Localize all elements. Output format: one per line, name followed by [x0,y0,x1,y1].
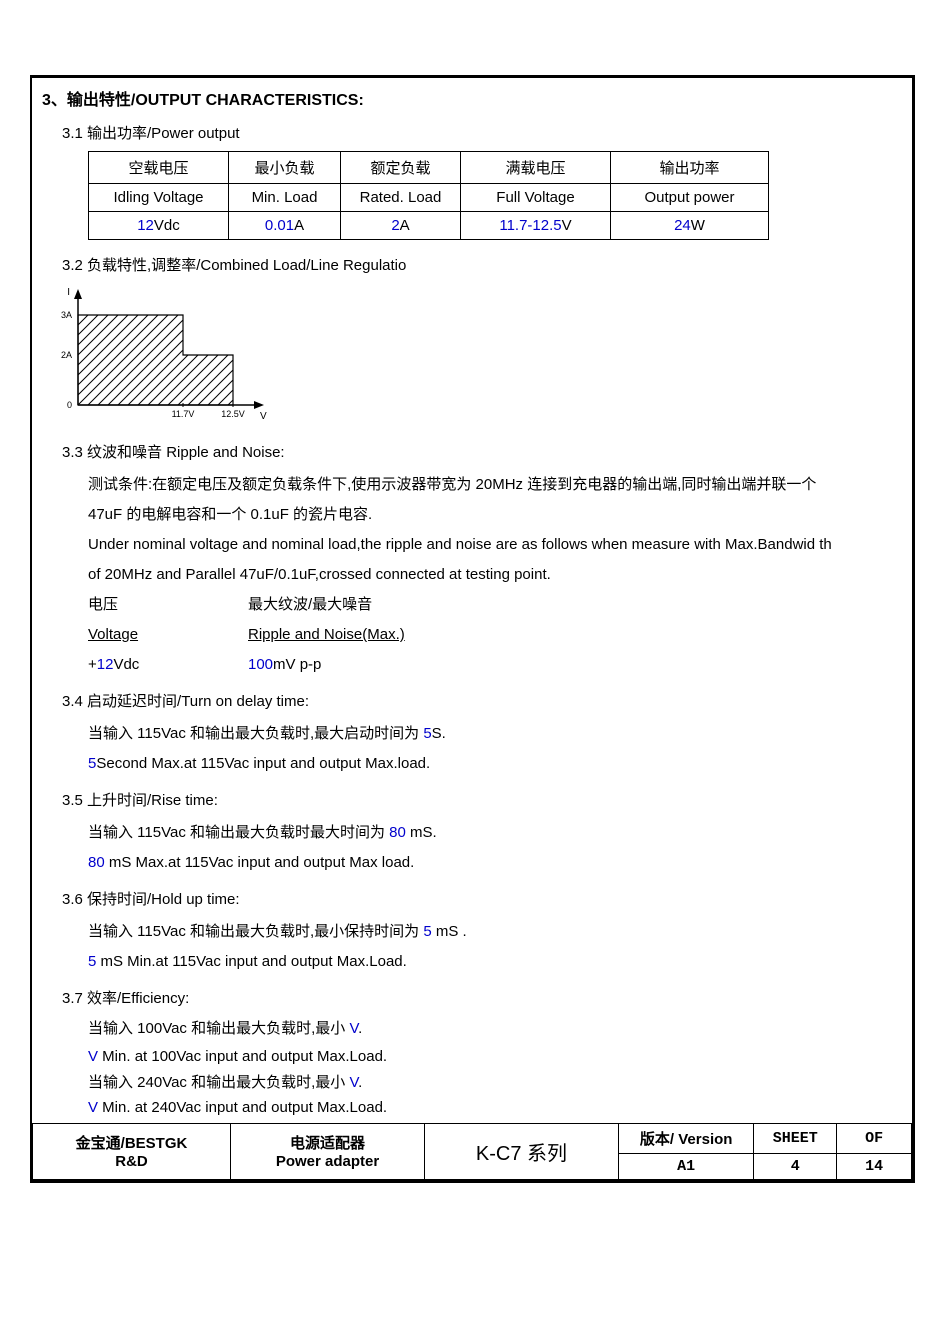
x-tick: 12.5V [221,409,245,419]
value: 0.01 [265,217,294,234]
load-regulation-chart: I V 0 2A 3A 11.7V 12.5V [32,279,912,435]
text-line: 当输入 115Vac 和输出最大负载时,最大启动时间为 5S. [88,719,882,749]
table-header: Full Voltage [461,184,611,212]
text-line: 5Second Max.at 115Vac input and output M… [88,749,882,779]
value: 2 [391,217,399,234]
value: V [349,1074,358,1091]
section-3-7-heading: 3.7 效率/Efficiency: [32,981,912,1012]
chart-svg: I V 0 2A 3A 11.7V 12.5V [48,285,268,425]
y-tick: 2A [61,350,72,360]
footer-of-value: 14 [837,1153,912,1179]
document-frame: 3、输出特性/OUTPUT CHARACTERISTICS: 3.1 输出功率/… [30,75,915,1183]
section-3-2-heading: 3.2 负载特性,调整率/Combined Load/Line Regulati… [32,248,912,279]
section-3-4-body: 当输入 115Vac 和输出最大负载时,最大启动时间为 5S. 5Second … [32,715,912,783]
value: 100 [248,656,273,673]
table-header: 空载电压 [89,152,229,184]
y-tick: 0 [67,400,72,410]
value: 80 [88,854,105,871]
table-cell: 24W [611,212,769,240]
value: 5 [423,725,431,742]
section-3-7-body: 当输入 100Vac 和输出最大负载时,最小 V. V Min. at 100V… [32,1012,912,1123]
ripple-header-row-en: Voltage Ripple and Noise(Max.) [88,620,882,650]
table-header: 满载电压 [461,152,611,184]
y-axis-label: I [67,287,70,298]
unit: W [691,217,705,234]
value: V [88,1099,98,1116]
x-axis-label: V [260,411,267,422]
footer-version-label: 版本/ Version [618,1123,753,1153]
value: V [88,1048,98,1065]
footer-series: K-C7 系列 [425,1123,619,1179]
text-line: 5 mS Min.at 115Vac input and output Max.… [88,947,882,977]
text-line: V Min. at 100Vac input and output Max.Lo… [88,1044,882,1070]
text-line: 当输入 100Vac 和输出最大负载时,最小 V. [88,1014,882,1044]
value: 80 [389,824,406,841]
table-header: Rated. Load [341,184,461,212]
unit: A [294,217,304,234]
table-row: 空载电压 最小负载 额定负载 满载电压 输出功率 [89,152,769,184]
section-3-5-body: 当输入 115Vac 和输出最大负载时最大时间为 80 mS. 80 mS Ma… [32,814,912,882]
footer-company: 金宝通/BESTGK R&D [33,1123,231,1179]
unit: mV p-p [273,656,321,673]
text-line: 当输入 115Vac 和输出最大负载时最大时间为 80 mS. [88,818,882,848]
value-cell: +12Vdc [88,650,248,680]
text-line: 80 mS Max.at 115Vac input and output Max… [88,848,882,878]
table-row: 12Vdc 0.01A 2A 11.7-12.5V 24W [89,212,769,240]
section-3-1-heading: 3.1 输出功率/Power output [32,116,912,147]
section-3-3-body: 测试条件:在额定电压及额定负载条件下,使用示波器带宽为 20MHz 连接到充电器… [32,466,912,684]
section-3-6-body: 当输入 115Vac 和输出最大负载时,最小保持时间为 5 mS . 5 mS … [32,913,912,981]
footer-sheet-label: SHEET [754,1123,837,1153]
text-line: Under nominal voltage and nominal load,t… [88,530,882,560]
table-header: Idling Voltage [89,184,229,212]
label: 最大纹波/最大噪音 [248,590,882,620]
text-line: 当输入 240Vac 和输出最大负载时,最小 V. [88,1070,882,1096]
unit: Vdc [113,656,139,673]
table-cell: 2A [341,212,461,240]
table-header: Output power [611,184,769,212]
value: 5 [423,923,431,940]
table-row: Idling Voltage Min. Load Rated. Load Ful… [89,184,769,212]
table-cell: 11.7-12.5V [461,212,611,240]
footer-sheet-value: 4 [754,1153,837,1179]
ripple-value-row: +12Vdc 100mV p-p [88,650,882,680]
table-header: Min. Load [229,184,341,212]
unit: Vdc [154,217,180,234]
footer-version-value: A1 [618,1153,753,1179]
label: Ripple and Noise(Max.) [248,626,405,643]
label: Voltage [88,620,248,650]
table-cell: 0.01A [229,212,341,240]
section-3-title: 3、输出特性/OUTPUT CHARACTERISTICS: [32,78,912,116]
footer-product: 电源适配器 Power adapter [231,1123,425,1179]
value: 24 [674,217,691,234]
section-3-6-heading: 3.6 保持时间/Hold up time: [32,882,912,913]
table-header: 输出功率 [611,152,769,184]
ripple-header-row-cn: 电压 最大纹波/最大噪音 [88,590,882,620]
label: 电压 [88,590,248,620]
table-cell: 12Vdc [89,212,229,240]
text-line: of 20MHz and Parallel 47uF/0.1uF,crossed… [88,560,882,590]
x-tick: 11.7V [172,409,195,419]
footer-table: 金宝通/BESTGK R&D 电源适配器 Power adapter K-C7 … [32,1123,912,1180]
section-3-4-heading: 3.4 启动延迟时间/Turn on delay time: [32,684,912,715]
text-line: 测试条件:在额定电压及额定负载条件下,使用示波器带宽为 20MHz 连接到充电器… [88,470,882,500]
value-cell: 100mV p-p [248,650,882,680]
table-header: 额定负载 [341,152,461,184]
text-line: V Min. at 240Vac input and output Max.Lo… [88,1095,882,1121]
section-3-5-heading: 3.5 上升时间/Rise time: [32,783,912,814]
unit: V [562,217,572,234]
y-tick: 3A [61,310,72,320]
text-line: 当输入 115Vac 和输出最大负载时,最小保持时间为 5 mS . [88,917,882,947]
value: V [349,1020,358,1037]
unit: A [400,217,410,234]
value: 12 [97,656,114,673]
value: 12 [137,217,154,234]
section-3-3-heading: 3.3 纹波和噪音 Ripple and Noise: [32,435,912,466]
value: 11.7-12.5 [499,217,561,234]
table-row: 金宝通/BESTGK R&D 电源适配器 Power adapter K-C7 … [33,1123,912,1153]
footer-of-label: OF [837,1123,912,1153]
table-header: 最小负载 [229,152,341,184]
power-output-table: 空载电压 最小负载 额定负载 满载电压 输出功率 Idling Voltage … [88,151,769,240]
text-line: 47uF 的电解电容和一个 0.1uF 的瓷片电容. [88,500,882,530]
